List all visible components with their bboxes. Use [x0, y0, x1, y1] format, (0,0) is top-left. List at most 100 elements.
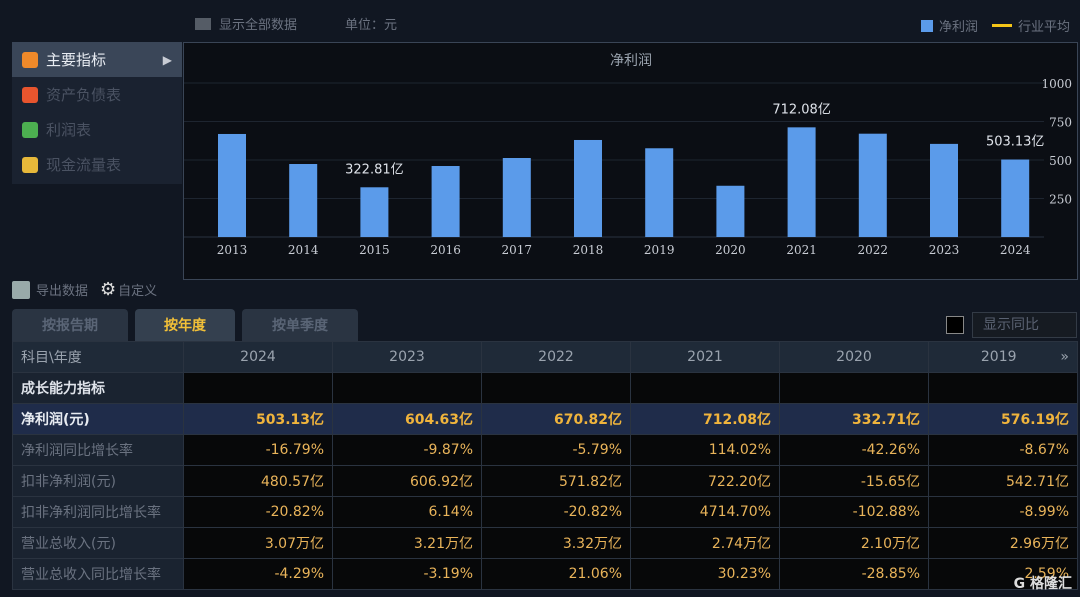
table-row[interactable]: 扣非净利润同比增长率 -20.82% 6.14% -20.82% 4714.70% -10…: [12, 496, 1078, 528]
table-row[interactable]: 净利润(元) 503.13亿 604.63亿 670.82亿 712.08亿 332.71…: [12, 403, 1078, 435]
table-row[interactable]: 净利润同比增长率 -16.79% -9.87% -5.79% 114.02% -42.26…: [12, 434, 1078, 466]
cell-value: [630, 372, 780, 404]
tab-report-period[interactable]: 按报告期: [12, 309, 128, 341]
bar-2024[interactable]: [1001, 159, 1030, 237]
cell-value: 3.07万亿: [183, 527, 333, 559]
x-tick-label: 2018: [573, 243, 604, 257]
year-header[interactable]: 2023: [332, 341, 482, 373]
sidebar-item-label: 资产负债表: [46, 86, 122, 104]
bar-2021[interactable]: [787, 127, 816, 237]
cell-value: -20.82%: [481, 496, 631, 528]
x-tick-label: 2021: [786, 243, 817, 257]
net-profit-chart: 净利润 250 500 750 1000 2013 2014 2015 322.81亿 2016 2…: [184, 53, 1072, 257]
bar-2019[interactable]: [645, 148, 674, 237]
y-tick-label: 500: [1049, 154, 1072, 168]
row-label: 净利润同比增长率: [12, 434, 184, 466]
x-tick-label: 2016: [430, 243, 461, 257]
sidebar-item[interactable]: 现金流量表: [12, 147, 182, 182]
yoy-toggle: 显示同比: [946, 312, 1077, 338]
gear-icon[interactable]: ⚙: [100, 279, 117, 300]
year-label: 2023: [389, 349, 425, 365]
bar-2018[interactable]: [574, 139, 602, 237]
show-all-checkbox[interactable]: [195, 17, 211, 30]
x-tick-label: 2024: [1000, 243, 1031, 257]
x-tick-label: 2020: [715, 243, 746, 257]
cell-value: -15.65亿: [779, 465, 929, 497]
y-tick-label: 250: [1049, 193, 1072, 207]
x-tick-label: 2017: [502, 243, 533, 257]
document-icon: [22, 86, 38, 103]
bar-2013[interactable]: [218, 133, 246, 237]
year-label: 2021: [687, 349, 723, 365]
export-icon[interactable]: [12, 280, 30, 299]
row-label: 净利润(元): [12, 403, 184, 435]
cell-value: -4.29%: [183, 558, 333, 590]
table-row[interactable]: 营业总收入同比增长率 -4.29% -3.19% 21.06% 30.23% -28.85…: [12, 558, 1078, 590]
x-tick-label: 2014: [288, 243, 319, 257]
bar-2020[interactable]: [716, 185, 745, 237]
year-header[interactable]: 2021: [630, 341, 780, 373]
x-tick-label: 2022: [858, 243, 889, 257]
sidebar-item[interactable]: 资产负债表: [12, 77, 182, 112]
bar-2023[interactable]: [930, 143, 958, 237]
cell-value: [481, 372, 631, 404]
year-header[interactable]: 2024: [183, 341, 333, 373]
coins-icon: [22, 156, 38, 173]
bar-2015[interactable]: [360, 187, 389, 237]
asterisk-icon: [22, 51, 38, 68]
sidebar-item[interactable]: 主要指标 ▶: [12, 42, 182, 77]
cell-value: 6.14%: [332, 496, 482, 528]
corner-header: 科目\年度: [12, 341, 184, 373]
year-label: 2024: [240, 349, 276, 365]
cell-value: [332, 372, 482, 404]
cell-value: 3.32万亿: [481, 527, 631, 559]
cell-value: 712.08亿: [630, 403, 780, 435]
bar-2017[interactable]: [502, 157, 531, 237]
cell-value: -42.26%: [779, 434, 929, 466]
year-label: 2020: [836, 349, 872, 365]
row-label: 营业总收入同比增长率: [12, 558, 184, 590]
table-row[interactable]: 成长能力指标: [12, 372, 1078, 404]
yoy-checkbox[interactable]: [946, 316, 964, 334]
double-chevron-right-icon[interactable]: »: [1060, 349, 1069, 365]
data-label: 322.81亿: [345, 162, 404, 177]
year-header[interactable]: 2022: [481, 341, 631, 373]
cell-value: 670.82亿: [481, 403, 631, 435]
tab-annual[interactable]: 按年度: [135, 309, 235, 341]
sidebar-item-label: 现金流量表: [46, 156, 122, 174]
cell-value: 604.63亿: [332, 403, 482, 435]
bar-2016[interactable]: [431, 166, 460, 237]
cell-value: 2.10万亿: [779, 527, 929, 559]
sidebar-item-label: 主要指标: [46, 51, 107, 69]
yoy-button[interactable]: 显示同比: [972, 312, 1077, 338]
cell-value: -8.67%: [928, 434, 1078, 466]
show-all-label[interactable]: 显示全部数据: [219, 18, 298, 33]
cell-value: -8.99%: [928, 496, 1078, 528]
cell-value: 503.13亿: [183, 403, 333, 435]
year-label: 2019: [980, 349, 1017, 365]
bar-2022[interactable]: [858, 133, 887, 237]
table-row[interactable]: 营业总收入(元) 3.07万亿 3.21万亿 3.32万亿 2.74万亿 2.10万亿 2.…: [12, 527, 1078, 559]
cell-value: 21.06%: [481, 558, 631, 590]
sidebar: 主要指标 ▶ 资产负债表利润表现金流量表: [12, 42, 182, 184]
sidebar-item-label: 利润表: [46, 121, 92, 139]
cell-value: 332.71亿: [779, 403, 929, 435]
y-tick-label: 750: [1049, 116, 1072, 130]
tab-quarterly[interactable]: 按单季度: [242, 309, 358, 341]
custom-button[interactable]: 自定义: [118, 284, 158, 299]
actions-bar: 导出数据 ⚙ 自定义: [12, 279, 157, 300]
legend-line: [991, 24, 1012, 27]
year-header[interactable]: 2019 »: [928, 341, 1078, 373]
cell-value: 571.82亿: [481, 465, 631, 497]
cell-value: 722.20亿: [630, 465, 780, 497]
sidebar-item[interactable]: 利润表: [12, 112, 182, 147]
legend-swatch: [920, 19, 933, 32]
cell-value: -5.79%: [481, 434, 631, 466]
bar-2014[interactable]: [289, 164, 318, 237]
export-button[interactable]: 导出数据: [36, 284, 89, 299]
table-row[interactable]: 扣非净利润(元) 480.57亿 606.92亿 571.82亿 722.20亿 -15.…: [12, 465, 1078, 497]
chevron-right-icon: ▶: [162, 52, 172, 67]
pie-icon: [22, 121, 38, 138]
cell-value: 2.74万亿: [630, 527, 780, 559]
year-header[interactable]: 2020: [779, 341, 929, 373]
